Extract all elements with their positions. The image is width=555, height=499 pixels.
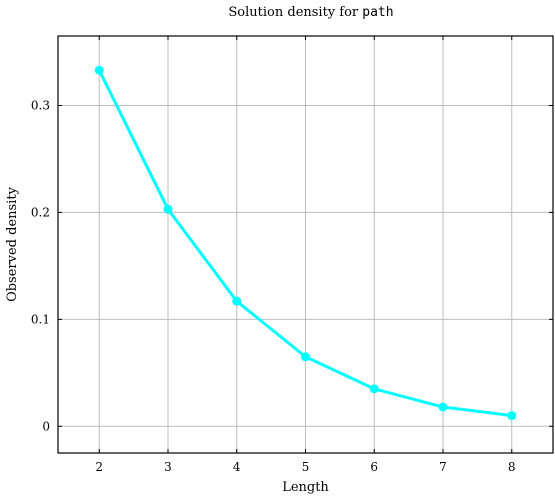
x-tick-label: 2: [95, 460, 103, 474]
data-point: [232, 296, 242, 306]
chart-title-prefix: Solution density for: [228, 5, 362, 20]
x-tick-label: 7: [439, 460, 447, 474]
plot-frame: [57, 35, 554, 454]
y-tick-label: 0.1: [31, 312, 50, 326]
x-tick-label: 8: [508, 460, 516, 474]
y-tick-label: 0.3: [31, 99, 50, 113]
x-tick-label: 4: [233, 460, 241, 474]
axis-ticks: 2 3 4 5 6 7 8 0 0.1 0.2 0.3: [31, 36, 553, 474]
data-point: [94, 65, 104, 75]
data-point: [163, 204, 173, 214]
data-point: [301, 352, 310, 362]
y-tick-label: 0.2: [31, 205, 50, 219]
chart-title-code: path: [362, 5, 393, 20]
data-point: [438, 402, 448, 412]
chart-title: Solution density for path: [228, 5, 393, 20]
data-point: [507, 411, 517, 421]
y-tick-label: 0: [42, 419, 50, 433]
y-axis-label: Observed density: [5, 186, 20, 301]
x-axis-label: Length: [282, 480, 329, 495]
data-point: [369, 384, 379, 394]
x-tick-label: 5: [302, 460, 310, 474]
x-tick-label: 3: [164, 460, 172, 474]
grid: [58, 36, 553, 453]
x-tick-label: 6: [370, 460, 378, 474]
series-group: [94, 65, 517, 421]
